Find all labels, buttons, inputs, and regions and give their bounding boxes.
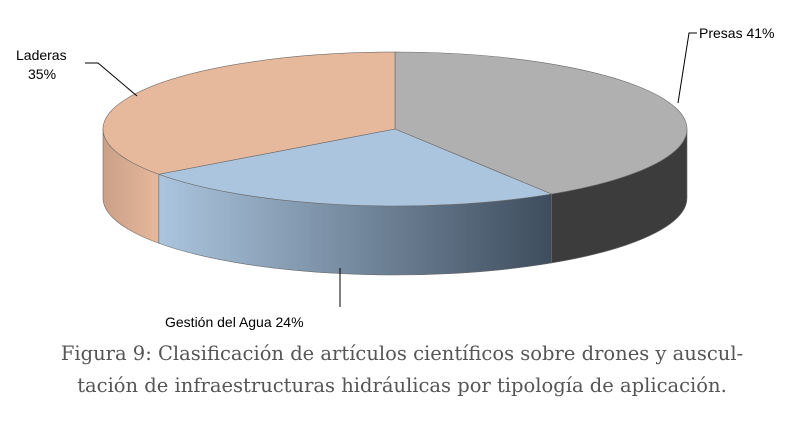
gestion-slice (157, 128, 553, 207)
presas-label: Presas 41% (699, 25, 774, 41)
laderas-leader-line (85, 62, 138, 97)
laderas-label: Laderas (16, 47, 67, 63)
caption-line-2: tación de infraestructuras hidráulicas p… (77, 374, 727, 397)
leader-lines (85, 32, 697, 307)
figure-caption: Figura 9: Clasificación de artículos cie… (0, 338, 804, 402)
caption-line-1: Figura 9: Clasificación de artículos cie… (60, 342, 744, 365)
presas-leader-line (677, 32, 697, 104)
laderas-percent-label: 35% (28, 66, 56, 82)
presas-slice (394, 51, 688, 195)
gestion-label: Gestión del Agua 24% (165, 314, 304, 330)
pie-chart: Presas 41% Laderas 35% Gestión del Agua … (16, 25, 774, 330)
pie-slices (102, 51, 688, 276)
